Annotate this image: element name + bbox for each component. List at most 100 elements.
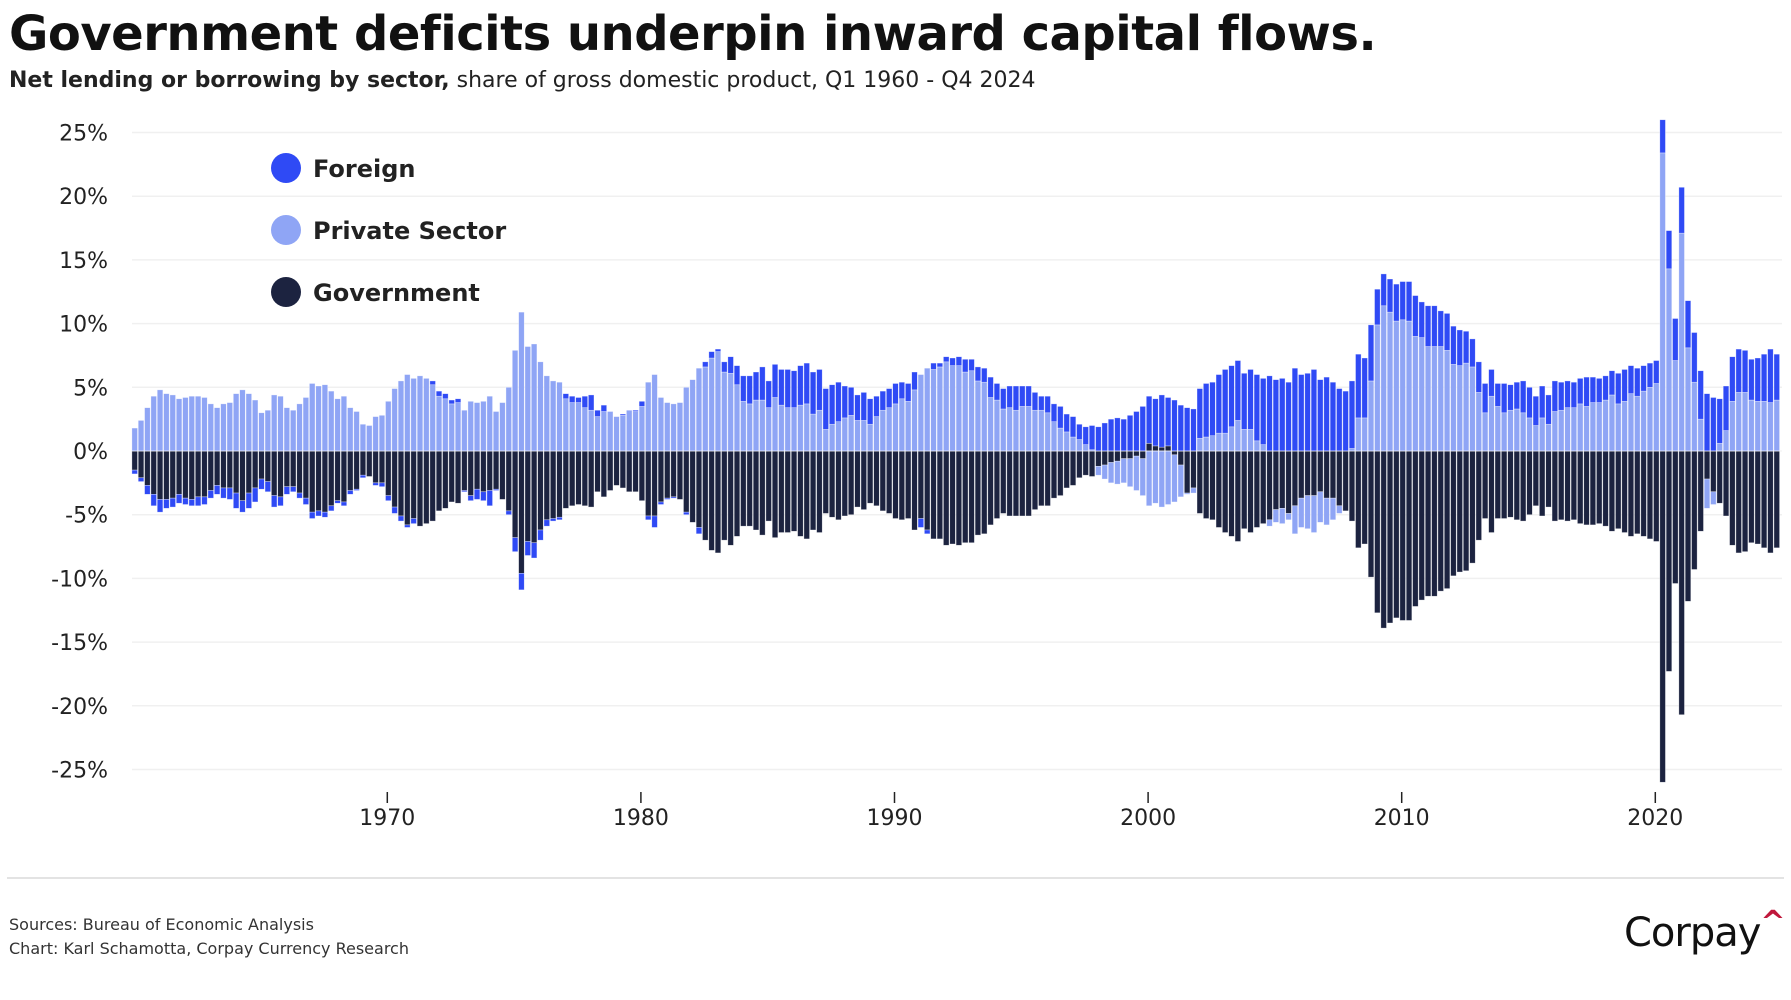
bar-private-sector xyxy=(214,407,221,452)
bar-private-sector xyxy=(1120,458,1127,484)
chart-title: Government deficits underpin inward capi… xyxy=(9,6,1377,62)
bar-government xyxy=(1640,450,1647,537)
bar-foreign xyxy=(867,398,874,425)
bar-private-sector xyxy=(917,374,924,452)
bar-private-sector xyxy=(1323,497,1330,526)
bar-private-sector xyxy=(683,386,690,452)
bar-foreign xyxy=(892,383,899,405)
bar-private-sector xyxy=(416,375,424,452)
bar-private-sector xyxy=(911,389,918,452)
bar-foreign xyxy=(334,500,341,504)
bar-private-sector xyxy=(435,395,443,452)
bar-private-sector xyxy=(1069,436,1077,452)
bar-foreign xyxy=(1684,300,1692,349)
bar-private-sector xyxy=(556,381,563,452)
bar-foreign xyxy=(721,361,728,373)
bar-private-sector xyxy=(524,346,531,452)
bar-government xyxy=(410,450,417,519)
bar-foreign xyxy=(1437,310,1444,347)
bar-government xyxy=(860,450,867,510)
bar-foreign xyxy=(1241,372,1248,430)
bar-government xyxy=(1469,450,1476,564)
bar-foreign xyxy=(848,386,855,416)
bar-foreign xyxy=(1266,375,1273,452)
bar-private-sector xyxy=(1583,406,1590,452)
bar-foreign xyxy=(759,366,766,401)
bar-government xyxy=(499,450,506,500)
bar-government xyxy=(258,450,265,480)
bar-private-sector xyxy=(1748,399,1755,452)
bar-foreign xyxy=(664,497,671,500)
bar-foreign xyxy=(1520,380,1527,414)
bar-foreign xyxy=(1171,399,1178,452)
bar-government xyxy=(981,450,988,535)
bar-foreign xyxy=(683,511,690,515)
bar-foreign xyxy=(860,392,867,421)
bar-government xyxy=(1196,450,1203,514)
bar-private-sector xyxy=(201,397,208,452)
bar-foreign xyxy=(1456,329,1463,366)
bar-government xyxy=(1646,450,1654,540)
bar-foreign xyxy=(1025,385,1032,407)
bar-foreign xyxy=(1412,295,1419,337)
bar-private-sector xyxy=(1659,152,1666,452)
bar-private-sector xyxy=(1520,412,1527,452)
bar-foreign xyxy=(1729,356,1736,402)
bar-foreign xyxy=(1665,230,1673,270)
bar-government xyxy=(689,450,696,523)
bar-government xyxy=(467,450,474,496)
y-tick-label: 20% xyxy=(59,185,108,210)
bar-foreign xyxy=(315,510,322,517)
bar-government xyxy=(1564,450,1571,522)
bar-private-sector xyxy=(518,311,525,452)
bar-government xyxy=(752,450,760,531)
bar-private-sector xyxy=(1741,392,1749,452)
bar-foreign xyxy=(131,469,138,475)
bar-foreign xyxy=(905,383,912,402)
bar-government xyxy=(1120,450,1127,459)
y-tick-label: -10% xyxy=(51,567,108,592)
bar-government xyxy=(1374,450,1381,614)
bar-private-sector xyxy=(892,403,899,452)
bar-private-sector xyxy=(1304,495,1311,530)
bar-government xyxy=(1272,450,1279,510)
bar-foreign xyxy=(727,356,734,374)
bar-foreign xyxy=(962,358,969,373)
y-tick-label: 25% xyxy=(59,122,108,147)
bar-government xyxy=(1697,450,1704,532)
bar-government xyxy=(366,450,373,477)
bar-foreign xyxy=(347,490,354,495)
bar-foreign xyxy=(378,482,386,487)
bar-foreign xyxy=(252,487,259,503)
bar-private-sector xyxy=(467,401,474,452)
bar-private-sector xyxy=(1380,305,1387,452)
bar-foreign xyxy=(778,369,785,406)
bar-private-sector xyxy=(283,407,290,452)
bar-private-sector xyxy=(1367,380,1375,452)
bar-government xyxy=(1539,450,1546,517)
bar-government xyxy=(841,450,848,517)
bar-foreign xyxy=(1247,369,1254,430)
bar-government xyxy=(473,450,481,490)
bar-government xyxy=(315,450,322,512)
bar-private-sector xyxy=(1317,491,1324,523)
bar-foreign xyxy=(569,395,576,403)
bar-private-sector xyxy=(195,395,202,452)
bar-private-sector xyxy=(1754,401,1761,452)
bar-government xyxy=(480,450,487,493)
bar-government xyxy=(1152,445,1159,452)
bar-government xyxy=(277,450,284,498)
bar-government xyxy=(1063,450,1070,489)
bar-private-sector xyxy=(1184,492,1191,495)
bar-private-sector xyxy=(334,398,341,452)
bar-government xyxy=(835,450,842,521)
bar-private-sector xyxy=(137,420,145,452)
bar-private-sector xyxy=(207,403,214,452)
bar-government xyxy=(1513,450,1520,521)
bar-foreign xyxy=(429,380,436,386)
bar-government xyxy=(461,450,468,491)
bar-government xyxy=(695,450,703,528)
bar-private-sector xyxy=(1678,232,1685,452)
bar-private-sector xyxy=(277,395,284,452)
bar-foreign xyxy=(1741,350,1749,393)
